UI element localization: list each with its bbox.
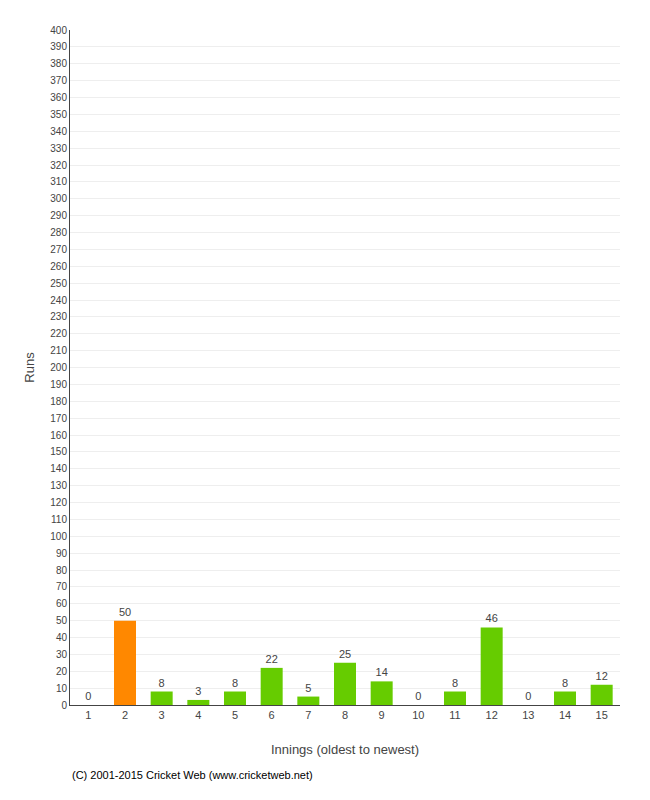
svg-text:20: 20: [56, 666, 68, 677]
svg-text:14: 14: [559, 709, 571, 721]
svg-text:3: 3: [195, 685, 201, 697]
svg-text:0: 0: [525, 690, 531, 702]
svg-text:200: 200: [50, 362, 67, 373]
svg-text:14: 14: [376, 666, 388, 678]
svg-text:230: 230: [50, 311, 67, 322]
svg-text:150: 150: [50, 446, 67, 457]
svg-text:13: 13: [522, 709, 534, 721]
svg-text:3: 3: [159, 709, 165, 721]
svg-text:340: 340: [50, 126, 67, 137]
svg-text:370: 370: [50, 75, 67, 86]
svg-text:25: 25: [339, 648, 351, 660]
svg-text:390: 390: [50, 41, 67, 52]
svg-text:2: 2: [122, 709, 128, 721]
svg-text:10: 10: [412, 709, 424, 721]
svg-text:0: 0: [85, 690, 91, 702]
svg-text:8: 8: [159, 677, 165, 689]
svg-text:8: 8: [232, 677, 238, 689]
svg-text:250: 250: [50, 278, 67, 289]
svg-text:50: 50: [56, 615, 68, 626]
svg-text:360: 360: [50, 92, 67, 103]
svg-text:280: 280: [50, 227, 67, 238]
svg-text:5: 5: [232, 709, 238, 721]
svg-text:(C) 2001-2015 Cricket Web (www: (C) 2001-2015 Cricket Web (www.cricketwe…: [72, 769, 313, 781]
svg-text:90: 90: [56, 548, 68, 559]
svg-text:10: 10: [56, 683, 68, 694]
svg-text:46: 46: [486, 612, 498, 624]
svg-text:70: 70: [56, 581, 68, 592]
svg-text:320: 320: [50, 160, 67, 171]
svg-text:22: 22: [266, 653, 278, 665]
svg-text:Runs: Runs: [22, 352, 37, 383]
svg-text:0: 0: [61, 700, 67, 711]
svg-text:30: 30: [56, 649, 68, 660]
svg-text:290: 290: [50, 210, 67, 221]
svg-text:12: 12: [596, 670, 608, 682]
svg-text:260: 260: [50, 261, 67, 272]
svg-text:9: 9: [379, 709, 385, 721]
svg-text:15: 15: [596, 709, 608, 721]
svg-text:180: 180: [50, 396, 67, 407]
svg-text:7: 7: [305, 709, 311, 721]
svg-text:4: 4: [195, 709, 201, 721]
svg-text:210: 210: [50, 345, 67, 356]
svg-text:110: 110: [51, 514, 67, 525]
svg-text:0: 0: [415, 690, 421, 702]
svg-text:380: 380: [50, 58, 67, 69]
svg-text:11: 11: [449, 709, 460, 721]
svg-text:120: 120: [50, 497, 67, 508]
svg-text:330: 330: [50, 143, 67, 154]
svg-text:400: 400: [50, 25, 67, 36]
svg-text:160: 160: [50, 430, 67, 441]
svg-text:1: 1: [85, 709, 91, 721]
svg-text:8: 8: [452, 677, 458, 689]
svg-text:80: 80: [56, 565, 68, 576]
svg-text:170: 170: [50, 413, 67, 424]
svg-text:130: 130: [50, 480, 67, 491]
svg-text:300: 300: [50, 193, 67, 204]
svg-text:100: 100: [50, 531, 67, 542]
svg-text:40: 40: [56, 632, 68, 643]
svg-text:8: 8: [342, 709, 348, 721]
svg-text:8: 8: [562, 677, 568, 689]
svg-text:140: 140: [50, 463, 67, 474]
svg-text:Innings (oldest to newest): Innings (oldest to newest): [271, 742, 419, 757]
svg-text:50: 50: [119, 606, 131, 618]
svg-text:6: 6: [269, 709, 275, 721]
svg-text:270: 270: [50, 244, 67, 255]
svg-text:5: 5: [305, 682, 311, 694]
svg-text:60: 60: [56, 598, 68, 609]
svg-text:350: 350: [50, 109, 67, 120]
svg-text:240: 240: [50, 295, 67, 306]
svg-text:310: 310: [50, 176, 67, 187]
svg-text:12: 12: [486, 709, 498, 721]
svg-text:190: 190: [50, 379, 67, 390]
svg-text:220: 220: [50, 328, 67, 339]
